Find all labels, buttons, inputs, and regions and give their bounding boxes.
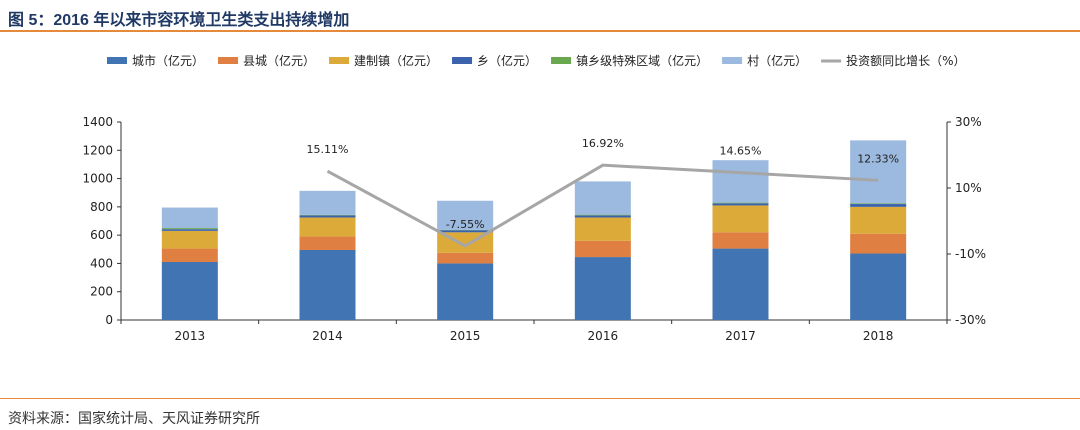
bar-segment [161, 207, 218, 229]
legend-swatch [329, 57, 350, 64]
bar-segment [299, 217, 356, 237]
bar-segment [574, 215, 631, 218]
bar-segment [161, 228, 218, 230]
legend-label: 县城（亿元） [243, 53, 315, 68]
bar-segment [161, 229, 218, 231]
legend-swatch [107, 57, 127, 64]
y-tick-label: 400 [90, 256, 113, 270]
growth-data-label: 14.65% [720, 145, 762, 158]
legend-label: 城市（亿元） [132, 53, 204, 68]
legend-label: 村（亿元） [747, 53, 807, 68]
legend-swatch [218, 57, 239, 64]
bar-segment [437, 263, 494, 320]
bar-segment [850, 233, 907, 254]
legend-label: 投资额同比增长（%） [846, 53, 965, 68]
bar-segment [850, 140, 907, 204]
growth-line [326, 163, 879, 248]
bar-segment [712, 232, 769, 249]
bar-segment [850, 204, 907, 207]
bar-segment [574, 181, 631, 215]
x-tick-label: 2015 [450, 329, 481, 343]
x-tick-label: 2013 [175, 329, 206, 343]
bar-segment [574, 217, 631, 241]
y2-tick-label: -10% [955, 247, 986, 261]
bar-segment [712, 205, 769, 233]
y2-tick-label: 10% [955, 181, 982, 195]
bar-segment [161, 248, 218, 263]
bar-segment [850, 203, 907, 205]
y2-tick-label: 30% [955, 115, 982, 129]
bar-segment [574, 214, 631, 216]
bar-segment [299, 190, 356, 215]
bar-segment [712, 202, 769, 204]
x-tick-label: 2018 [863, 329, 894, 343]
bar-segment [437, 230, 494, 233]
footer-divider [0, 398, 1080, 399]
x-tick-label: 2017 [725, 329, 756, 343]
y-tick-label: 600 [90, 228, 113, 242]
growth-data-label: 15.11% [307, 143, 349, 156]
y-tick-label: 0 [105, 313, 113, 327]
legend-swatch [452, 57, 473, 64]
y-tick-label: 200 [90, 285, 113, 299]
bar-segment [161, 262, 218, 320]
legend-label: 建制镇（亿元） [354, 53, 438, 68]
bar-segment [850, 253, 907, 320]
growth-data-label: -7.55% [446, 218, 485, 231]
y2-tick-label: -30% [955, 313, 986, 327]
bar-segment [712, 160, 769, 203]
source-note: 资料来源：国家统计局、天风证券研究所 [8, 410, 260, 426]
title-divider [0, 30, 1080, 32]
bar-segment [437, 200, 494, 230]
x-tick-label: 2014 [312, 329, 343, 343]
stacked-bar-line-chart: 0 200 400 600 800 1000 1200 1400 -30% -10% 10% 30% 2… [82, 53, 986, 343]
legend-swatch [551, 57, 572, 64]
bar-segment [299, 215, 356, 218]
y-tick-label: 1200 [82, 143, 113, 157]
bar-segment [161, 230, 218, 249]
bar-segment [299, 236, 356, 250]
y-tick-label: 1400 [82, 115, 113, 129]
y-tick-label: 1000 [82, 172, 113, 186]
chart-title: 图 5：2016 年以来市容环境卫生类支出持续增加 [8, 12, 350, 29]
bar-segment [574, 240, 631, 258]
bar-segment [437, 252, 494, 264]
growth-data-label: 12.33% [857, 152, 899, 165]
legend-label: 镇乡级特殊区域（亿元） [576, 53, 708, 68]
legend-label: 乡（亿元） [477, 53, 537, 68]
y-tick-label: 800 [90, 200, 113, 214]
growth-data-label: 16.92% [582, 137, 624, 150]
bar-segment [850, 206, 907, 234]
bar-segment [712, 248, 769, 320]
bar-segment [712, 203, 769, 206]
bar-segment [299, 249, 356, 320]
bar-segment [574, 257, 631, 320]
x-tick-label: 2016 [588, 329, 619, 343]
legend-swatch [722, 57, 743, 64]
